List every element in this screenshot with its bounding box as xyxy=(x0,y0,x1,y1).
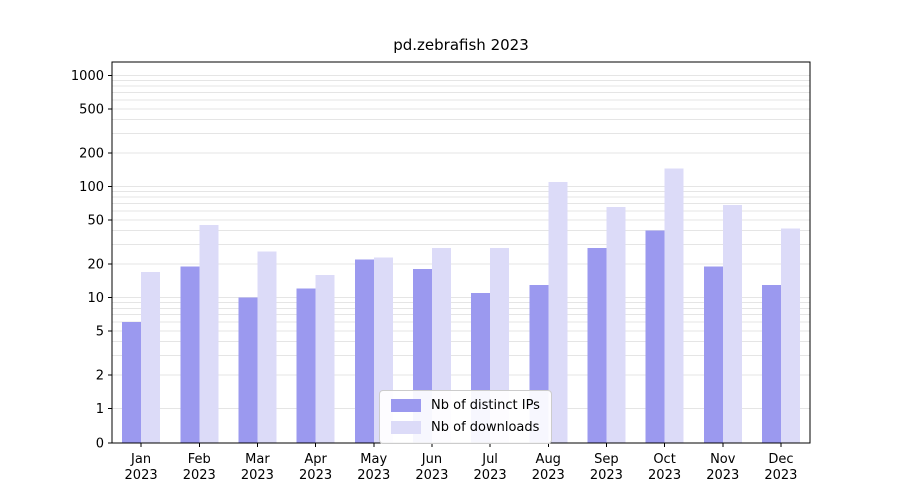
bar-downloads-apr xyxy=(315,274,335,443)
legend-swatch-distinct-ips xyxy=(391,399,421,412)
bar-downloads-nov xyxy=(722,205,742,443)
y-tick-label: 5 xyxy=(96,324,104,339)
x-tick-label-month: Nov xyxy=(710,452,736,467)
x-tick-label-month: Dec xyxy=(768,452,793,467)
x-tick-label-year: 2023 xyxy=(183,468,216,483)
legend-item-downloads: Nb of downloads xyxy=(391,420,540,435)
bar-downloads-dec xyxy=(780,228,800,443)
bar-distinct-ips-nov xyxy=(703,266,723,443)
bar-downloads-mar xyxy=(257,251,277,443)
x-tick-label-month: Jun xyxy=(421,452,442,467)
x-tick-label-year: 2023 xyxy=(241,468,274,483)
x-tick-label-month: May xyxy=(360,452,387,467)
bar-distinct-ips-apr xyxy=(296,288,316,443)
bar-distinct-ips-jan xyxy=(122,322,142,443)
x-tick-label-month: Jan xyxy=(130,452,151,467)
bar-distinct-ips-dec xyxy=(761,284,781,443)
legend: Nb of distinct IPs Nb of downloads xyxy=(379,390,552,444)
x-tick-label-year: 2023 xyxy=(590,468,623,483)
x-tick-label-year: 2023 xyxy=(764,468,797,483)
x-tick-label-year: 2023 xyxy=(415,468,448,483)
y-tick-label: 200 xyxy=(79,146,104,161)
bar-distinct-ips-may xyxy=(354,259,374,443)
bar-distinct-ips-feb xyxy=(180,266,200,443)
legend-label-downloads: Nb of downloads xyxy=(431,420,540,435)
x-tick-label-month: Oct xyxy=(653,452,675,467)
chart-title: pd.zebrafish 2023 xyxy=(393,36,529,54)
y-tick-label: 10 xyxy=(87,291,104,306)
x-tick-label-month: Mar xyxy=(245,452,270,467)
x-tick-label-year: 2023 xyxy=(357,468,390,483)
x-tick-label-month: Aug xyxy=(536,452,561,467)
bar-distinct-ips-oct xyxy=(645,230,665,443)
y-tick-label: 2 xyxy=(96,369,104,384)
bar-downloads-jan xyxy=(141,271,161,443)
y-tick-label: 20 xyxy=(87,258,104,273)
x-tick-label-month: Jul xyxy=(481,452,498,467)
y-tick-label: 50 xyxy=(87,213,104,228)
x-tick-label-year: 2023 xyxy=(474,468,507,483)
legend-item-distinct-ips: Nb of distinct IPs xyxy=(391,398,540,413)
y-tick-label: 0 xyxy=(96,437,104,452)
x-tick-label-year: 2023 xyxy=(706,468,739,483)
x-tick-label-month: Feb xyxy=(188,452,211,467)
bar-distinct-ips-sep xyxy=(587,247,607,443)
x-tick-label-year: 2023 xyxy=(125,468,158,483)
bar-distinct-ips-mar xyxy=(238,297,258,443)
x-tick-label-year: 2023 xyxy=(299,468,332,483)
x-tick-label-year: 2023 xyxy=(648,468,681,483)
x-tick-label-month: Apr xyxy=(304,452,327,467)
bar-downloads-sep xyxy=(606,207,626,443)
y-tick-label: 1000 xyxy=(71,69,104,84)
legend-swatch-downloads xyxy=(391,421,421,434)
x-tick-label-month: Sep xyxy=(594,452,619,467)
bar-downloads-feb xyxy=(199,224,219,443)
bar-downloads-aug xyxy=(548,181,568,444)
legend-label-distinct-ips: Nb of distinct IPs xyxy=(431,398,540,413)
y-tick-label: 1 xyxy=(96,402,104,417)
bar-downloads-oct xyxy=(664,168,684,443)
y-tick-label: 500 xyxy=(79,102,104,117)
x-tick-label-year: 2023 xyxy=(532,468,565,483)
y-tick-label: 100 xyxy=(79,180,104,195)
